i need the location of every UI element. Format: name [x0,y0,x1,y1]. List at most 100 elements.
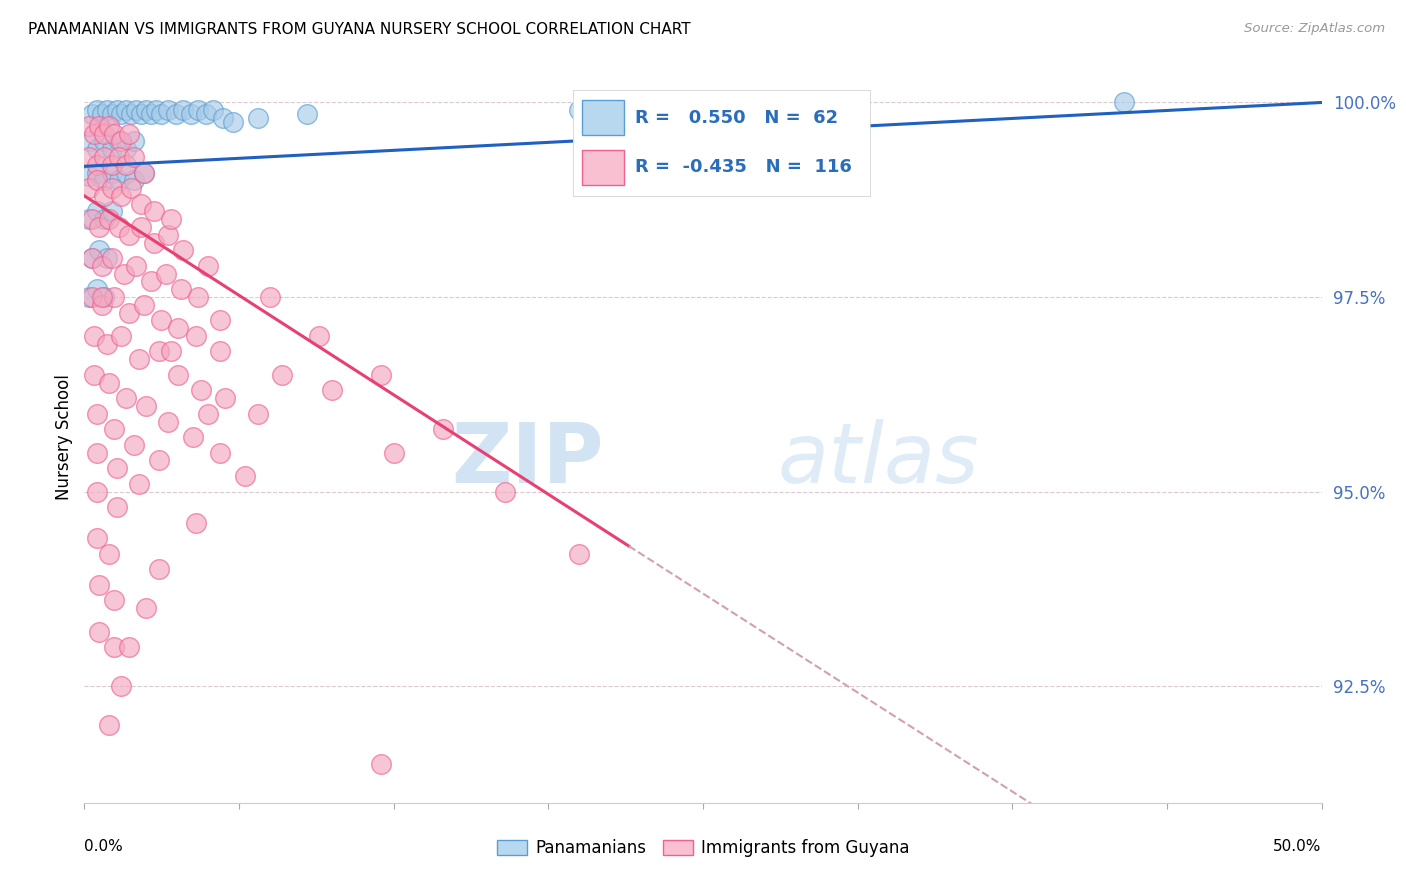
Point [100,181,122,195]
Point [494,484,516,499]
Point [100,107,122,121]
Point [89,244,111,258]
Point [105,461,128,475]
Text: Source: ZipAtlas.com: Source: ZipAtlas.com [1244,22,1385,36]
Point [157,227,180,242]
Point [98,119,121,133]
Text: PANAMANIAN VS IMMIGRANTS FROM GUYANA NURSERY SCHOOL CORRELATION CHART: PANAMANIAN VS IMMIGRANTS FROM GUYANA NUR… [28,22,690,37]
Point [115,391,138,405]
Point [128,476,150,491]
Point [135,399,157,413]
Point [295,107,318,121]
Point [98,547,121,561]
Point [86,204,108,219]
Text: 0.0%: 0.0% [84,839,124,855]
Point [122,173,145,187]
Point [110,135,132,149]
Point [190,384,212,398]
Point [103,640,125,655]
Point [122,135,145,149]
Point [103,593,125,607]
Point [100,165,122,179]
Point [246,407,269,421]
Point [197,259,219,273]
Point [80,212,103,227]
Point [120,107,142,121]
Point [79,290,101,304]
Point [110,679,132,693]
Point [382,445,405,459]
Point [90,107,112,121]
Legend: Panamanians, Immigrants from Guyana: Panamanians, Immigrants from Guyana [489,832,917,864]
Point [209,344,232,359]
Point [90,290,112,304]
Point [86,142,108,156]
Point [100,158,122,172]
Point [184,329,207,343]
Point [96,251,118,265]
Point [160,212,183,227]
Point [157,103,180,118]
Point [93,212,115,227]
Point [80,107,103,121]
Point [89,219,111,234]
Point [93,127,115,141]
Point [118,640,141,655]
Point [90,298,112,312]
Point [135,103,157,118]
Point [187,103,209,118]
Point [86,531,108,545]
Point [187,290,209,304]
Point [568,103,591,118]
Point [233,469,256,483]
Point [202,103,225,118]
Point [160,344,183,359]
Point [98,212,121,227]
Point [141,275,163,289]
Point [79,181,101,195]
Point [259,290,281,304]
Y-axis label: Nursery School: Nursery School [55,374,73,500]
Point [321,384,343,398]
Point [212,111,235,125]
Point [83,368,105,382]
Point [181,430,204,444]
Point [120,181,142,195]
Point [79,169,101,184]
Point [141,107,163,121]
Point [93,290,115,304]
Point [86,445,108,459]
Point [308,329,330,343]
Point [148,562,170,576]
Point [115,165,138,179]
Point [246,111,269,125]
Point [108,173,131,187]
Point [128,352,150,367]
Point [86,407,108,421]
Point [86,173,108,187]
Point [96,103,118,118]
Point [80,251,103,265]
Point [167,368,190,382]
Point [129,196,152,211]
Point [125,103,148,118]
Point [122,438,145,452]
Point [118,227,141,242]
Point [100,142,122,156]
Point [86,484,108,499]
Point [86,103,108,118]
Point [86,165,108,179]
Point [370,368,392,382]
Point [167,321,190,335]
Point [80,251,103,265]
Point [98,718,121,732]
Point [150,313,173,327]
Point [118,127,141,141]
Point [115,142,138,156]
Point [148,453,170,467]
Point [150,107,173,121]
Point [165,107,187,121]
Point [110,107,132,121]
Point [96,336,118,351]
Point [145,103,167,118]
